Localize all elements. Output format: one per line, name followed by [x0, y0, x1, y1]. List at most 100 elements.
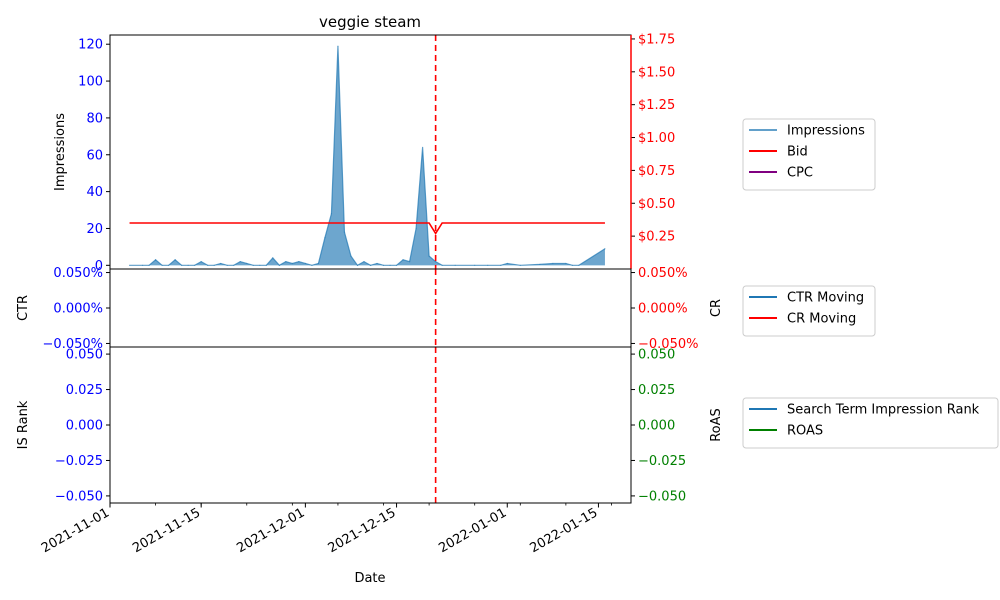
right-tick-label: 0.025	[638, 383, 675, 398]
data-point	[454, 264, 456, 266]
data-point	[220, 262, 222, 265]
data-point	[604, 248, 606, 250]
right-axis-label: CR	[709, 299, 724, 317]
data-point	[200, 261, 202, 263]
data-point	[285, 261, 287, 263]
data-point	[408, 261, 411, 263]
legend-label: Bid	[787, 145, 808, 160]
x-axis-label: Date	[354, 571, 385, 586]
legend-panel-2: CTR Moving CR Moving	[742, 285, 876, 337]
right-tick-label: $1.75	[638, 32, 675, 47]
data-point	[141, 264, 144, 266]
data-point	[161, 264, 163, 266]
panel-1: 0 20 40 60 80 100 120 $0.25 $0.50 $0.75 $1.00 $1.25…	[53, 32, 675, 273]
legend-label: CTR Moving	[787, 291, 864, 306]
data-point	[382, 264, 385, 266]
data-point	[376, 262, 378, 265]
left-axis-label: CTR	[16, 295, 31, 321]
left-tick-label: 40	[86, 185, 103, 200]
data-point	[187, 264, 189, 266]
left-tick-label: 0.000%	[53, 302, 103, 317]
data-point	[487, 264, 489, 266]
data-point	[402, 259, 404, 261]
legend-layer: Impressions Bid CPC CTR Moving CR Moving Sear…	[742, 118, 999, 449]
left-tick-label: 120	[78, 38, 103, 53]
data-point	[571, 264, 573, 266]
left-tick-label: 100	[78, 75, 103, 90]
legend-label: Search Term Impression Rank	[787, 403, 980, 418]
data-point	[441, 264, 443, 266]
data-point	[252, 264, 254, 266]
data-point	[174, 259, 176, 261]
data-point	[350, 255, 352, 257]
right-tick-label: 0.050%	[638, 266, 688, 281]
left-tick-label: 0	[95, 259, 103, 274]
left-tick-label: −0.025	[55, 454, 103, 469]
right-axis-label: RoAS	[709, 408, 724, 442]
data-point	[389, 264, 391, 266]
left-axis-label: Impressions	[53, 113, 68, 191]
data-point	[265, 264, 267, 266]
right-tick-label: 0.050	[638, 348, 675, 363]
left-tick-label: 0.000	[66, 419, 103, 434]
series-line-bid	[129, 222, 605, 236]
data-point	[324, 237, 326, 239]
data-point	[519, 264, 521, 266]
data-point	[415, 227, 417, 230]
legend-panel-1: Impressions Bid CPC	[742, 118, 876, 191]
left-tick-label: 0.050%	[53, 266, 103, 281]
right-tick-label: $0.75	[638, 164, 675, 179]
data-point	[363, 261, 365, 263]
right-tick-label: $1.00	[638, 131, 675, 146]
right-tick-label: −0.050%	[638, 337, 698, 352]
legend-box	[742, 397, 999, 449]
data-point	[395, 264, 398, 266]
data-point	[246, 262, 248, 265]
data-point	[539, 263, 541, 265]
left-tick-label: 0.025	[66, 383, 103, 398]
data-point	[356, 264, 359, 266]
right-tick-label: 0.000	[638, 419, 675, 434]
left-tick-label: 20	[86, 222, 103, 237]
data-point	[428, 255, 430, 257]
legend-box	[742, 285, 876, 337]
left-tick-label: −0.050%	[43, 337, 103, 352]
data-point	[435, 261, 437, 263]
right-tick-label: −0.050	[638, 489, 686, 504]
panel-3: 0.050 0.025 0.000 −0.025 −0.050 0.050 0.025 0.0…	[16, 346, 724, 504]
legend-label: ROAS	[787, 424, 823, 439]
data-point	[565, 262, 567, 265]
right-tick-label: −0.025	[638, 454, 686, 469]
data-point	[500, 264, 502, 266]
left-tick-label: 60	[86, 148, 103, 163]
data-point	[330, 213, 333, 215]
right-tick-label: $0.50	[638, 197, 675, 212]
data-point	[369, 264, 372, 266]
data-point	[337, 45, 339, 47]
left-axis-label: IS Rank	[16, 400, 31, 449]
left-tick-label: −0.050	[55, 489, 103, 504]
data-point	[552, 262, 554, 265]
chart-title: veggie steam	[319, 13, 421, 31]
right-tick-label: $0.25	[638, 230, 675, 245]
legend-label: CPC	[787, 166, 813, 181]
data-point	[259, 264, 261, 266]
legend-panel-3: Search Term Impression Rank ROAS	[742, 397, 999, 449]
data-point	[233, 264, 235, 266]
data-point	[168, 264, 170, 266]
data-point	[194, 264, 196, 266]
right-tick-label: $1.25	[638, 98, 675, 113]
data-point	[278, 264, 280, 266]
data-point	[578, 264, 580, 266]
data-point	[291, 262, 293, 265]
data-point	[226, 264, 228, 266]
data-point	[213, 264, 215, 266]
right-tick-label: $1.50	[638, 65, 675, 80]
data-point	[298, 261, 300, 263]
data-point	[154, 259, 157, 261]
data-point	[128, 264, 131, 266]
data-point	[474, 264, 476, 266]
data-point	[304, 262, 306, 265]
left-tick-label: 0.050	[66, 348, 103, 363]
